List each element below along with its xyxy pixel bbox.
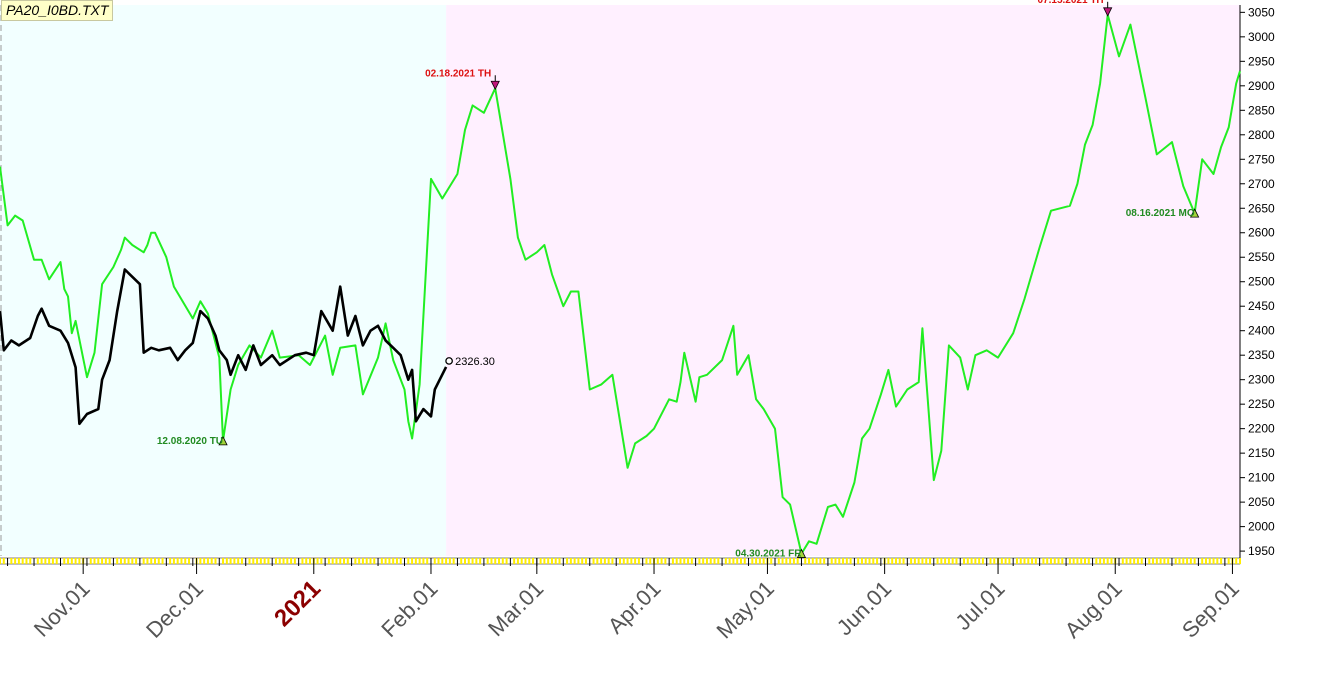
chart-title: PA20_I0BD.TXT [1, 0, 114, 21]
y-tick-label: 2100 [1248, 471, 1275, 485]
x-tick-label: Apr.01 [603, 576, 666, 639]
background-region-1 [446, 5, 1241, 556]
y-tick-label: 2350 [1248, 348, 1275, 362]
y-tick-label: 2400 [1248, 324, 1275, 338]
y-tick-label: 2700 [1248, 177, 1275, 191]
x-tick-label: Dec.01 [141, 576, 208, 643]
background-region-0 [0, 5, 447, 556]
x-tick-label: Mar.01 [483, 576, 548, 641]
y-tick-label: 2750 [1248, 152, 1275, 166]
y-tick-label: 2800 [1248, 128, 1275, 142]
y-tick-label: 2850 [1248, 103, 1275, 117]
low-label: 12.08.2020 TU [157, 436, 223, 447]
y-tick-label: 1950 [1248, 544, 1275, 558]
x-tick-label: May.01 [711, 576, 779, 644]
y-tick-label: 2300 [1248, 373, 1275, 387]
high-label: 07.15.2021 TH [1038, 0, 1104, 6]
y-tick-label: 2450 [1248, 299, 1275, 313]
high-marker [1103, 7, 1113, 17]
x-tick-label: Feb.01 [376, 576, 442, 642]
y-tick-label: 2950 [1248, 54, 1275, 68]
series-line-1 [0, 268, 448, 426]
y-tick-label: 3050 [1248, 5, 1275, 19]
y-tick-label: 2200 [1248, 422, 1275, 436]
y-tick-label: 2900 [1248, 79, 1275, 93]
y-tick-label: 2600 [1248, 226, 1275, 240]
series-end-marker [445, 357, 453, 365]
y-tick-label: 2500 [1248, 275, 1275, 289]
y-tick-label: 2550 [1248, 250, 1275, 264]
y-tick-label: 3000 [1248, 30, 1275, 44]
x-tick-label: Nov.01 [29, 576, 95, 642]
x-tick-label: Jul.01 [950, 576, 1009, 635]
series-line-0 [0, 13, 1241, 555]
high-label: 02.18.2021 TH [425, 68, 491, 79]
y-tick-label: 2050 [1248, 495, 1275, 509]
series-end-label: 2326.30 [455, 356, 495, 368]
low-marker [796, 548, 807, 558]
y-tick-label: 2000 [1248, 520, 1275, 534]
low-label: 08.16.2021 MO [1126, 208, 1195, 219]
y-tick-label: 2150 [1248, 446, 1275, 460]
y-tick-label: 2650 [1248, 201, 1275, 215]
x-tick-label: Sep.01 [1177, 576, 1244, 643]
low-marker [218, 436, 228, 446]
low-label: 04.30.2021 FR [735, 549, 802, 560]
x-tick-label: Aug.01 [1060, 576, 1127, 643]
x-tick-label: 2021 [269, 575, 326, 632]
low-marker [1189, 208, 1200, 218]
y-tick-label: 2250 [1248, 397, 1275, 411]
x-tick-label: Jun.01 [832, 576, 896, 640]
